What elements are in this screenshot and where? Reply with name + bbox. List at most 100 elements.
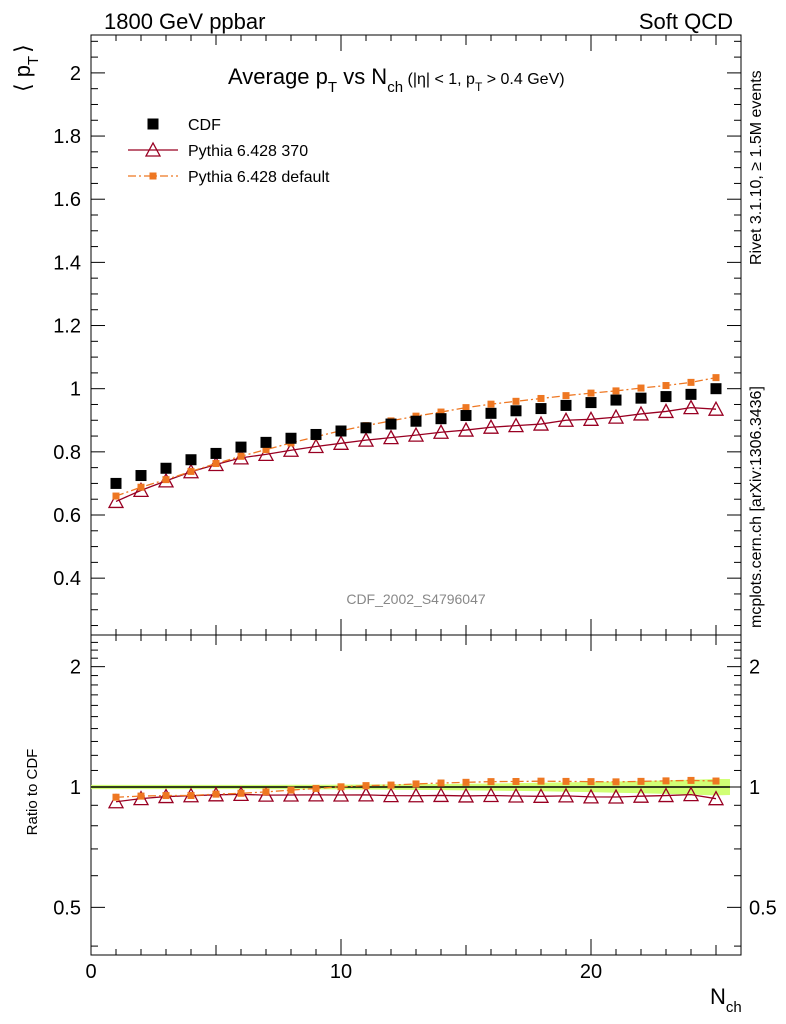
ratio-data-band [91,779,730,796]
data-point [612,778,620,786]
data-point [147,118,159,130]
data-point [482,418,500,434]
data-point [460,410,472,422]
mcplots-info: mcplots.cern.ch [arXiv:1306.3436] [748,386,765,628]
data-point [510,405,522,417]
data-point [637,384,645,392]
data-point [635,392,647,404]
data-point [357,431,375,447]
data-point [507,787,525,803]
data-point [707,400,725,416]
y-tick-label: 1.2 [53,316,81,338]
rivet-info: Rivet 3.1.10, ≥ 1.5M events [748,70,765,265]
data-point [612,387,620,395]
data-point [237,789,245,797]
legend-label: Pythia 6.428 370 [188,143,308,160]
data-point [362,782,370,790]
y-tick-label: 2 [70,63,81,85]
data-point [385,418,397,430]
y-tick-label: 1.4 [53,252,81,274]
data-point [387,781,395,789]
data-point [137,792,145,800]
y-tick-label: 0.6 [53,505,81,527]
data-point [462,778,470,786]
ratio-y-tick-label: 0.5 [53,897,81,919]
data-point [432,423,450,439]
data-point [610,394,622,406]
data-point [162,792,170,800]
data-point [682,399,700,415]
data-point [710,383,722,395]
data-point [382,787,400,803]
data-point [512,777,520,785]
data-point [662,382,670,390]
ratio-y-axis-label: Ratio to CDF [24,749,41,836]
data-point [657,787,675,803]
data-point [660,391,672,403]
ratio-y-tick-label-right: 2 [749,657,760,679]
data-point [212,790,220,798]
data-point [257,445,275,462]
data-point [437,779,445,787]
y-axis-label: ⟨ pT⟩ [10,44,42,92]
data-point [285,432,297,444]
data-point [407,426,425,442]
data-point [107,493,125,509]
data-point [437,408,445,416]
data-point [112,793,120,801]
data-point [712,777,720,785]
x-tick-label: 20 [580,961,602,983]
series-line [115,376,717,497]
series-line [115,793,717,803]
header-left: 1800 GeV ppbar [104,9,265,34]
data-point [382,429,400,445]
legend: CDF Pythia 6.428 370 Pythia 6.428 default [128,117,330,186]
y-tick-label: 1.8 [53,126,81,148]
data-point [149,172,157,180]
data-point [562,392,570,400]
y-tick-label: 1.6 [53,189,81,211]
data-point [357,786,375,802]
data-point [432,787,450,803]
data-point [287,786,295,794]
data-point [535,403,547,415]
data-point [457,421,475,437]
series-ratio [112,776,720,801]
data-point [587,389,595,397]
data-point [237,452,245,460]
data-point [487,778,495,786]
x-tick-label: 10 [330,961,352,983]
data-point [487,400,495,408]
data-point [632,405,650,421]
data-point [332,786,350,802]
data-point [162,476,170,484]
chart-title: Average pT vs Nch (|η| < 1, pT > 0.4 GeV… [228,64,565,96]
data-point [210,447,222,459]
data-point [337,783,345,791]
data-point [282,786,300,802]
data-point [707,790,725,806]
data-point [687,776,695,784]
series-layer [107,374,725,809]
data-point [310,428,322,440]
data-point [144,141,162,157]
data-point [632,787,650,803]
data-point [687,378,695,386]
data-point [657,403,675,419]
legend-label: Pythia 6.428 default [188,169,330,186]
data-point [582,788,600,804]
legend-item: CDF [147,117,221,134]
ratio-y-tick-label: 1 [70,777,81,799]
data-point [587,778,595,786]
legend-label: CDF [188,117,221,134]
y-tick-label: 0.8 [53,442,81,464]
data-point [607,788,625,804]
data-point [262,788,270,796]
data-point [560,399,572,411]
data-point [335,425,347,437]
data-point [512,397,520,405]
data-point [682,786,700,802]
data-point [137,483,145,491]
data-point [112,492,120,500]
x-axis-label: Nch [710,984,742,1016]
